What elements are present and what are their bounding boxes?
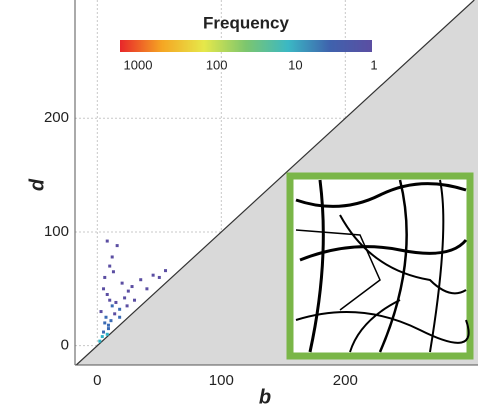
colorbar-title: Frequency (203, 13, 290, 32)
x-tick-label: 100 (209, 372, 234, 389)
point (103, 321, 107, 325)
point (114, 300, 118, 304)
point (103, 275, 107, 279)
x-axis-label: b (259, 386, 271, 408)
point (118, 307, 122, 311)
point (145, 287, 149, 291)
point (111, 270, 115, 274)
point (105, 332, 109, 336)
x-tick-label: 200 (333, 372, 358, 389)
point (110, 304, 114, 308)
point (105, 293, 109, 297)
colorbar-tick-label: 1 (370, 57, 377, 72)
point (106, 327, 110, 331)
diagonal-line (75, 0, 475, 366)
point (108, 298, 112, 302)
point (123, 296, 127, 300)
y-tick-label: 200 (44, 109, 69, 126)
point (102, 330, 106, 334)
point (110, 255, 114, 259)
point (115, 244, 119, 248)
point (109, 319, 113, 323)
point (98, 339, 102, 343)
inset-cracks (295, 179, 470, 353)
y-axis-label: d (26, 178, 48, 191)
point (120, 281, 124, 285)
point (130, 285, 134, 289)
point (105, 239, 109, 243)
point (106, 323, 110, 327)
point (139, 278, 143, 282)
y-tick-label: 100 (44, 223, 69, 240)
colorbar-tick-label: 10 (288, 57, 302, 72)
point (102, 287, 106, 291)
point (164, 269, 168, 273)
point (100, 335, 104, 339)
colorbar-tick-label: 1000 (124, 57, 153, 72)
y-tick-label: 0 (61, 337, 69, 354)
colorbar (120, 40, 372, 52)
point (118, 315, 122, 319)
x-tick-label: 0 (93, 372, 101, 389)
point (99, 310, 103, 314)
point (108, 264, 112, 268)
point (104, 315, 108, 319)
point (125, 304, 129, 308)
point (126, 289, 130, 293)
point (113, 312, 117, 316)
point (151, 273, 155, 277)
point (133, 298, 137, 302)
colorbar-tick-label: 100 (206, 57, 228, 72)
point (157, 275, 161, 279)
